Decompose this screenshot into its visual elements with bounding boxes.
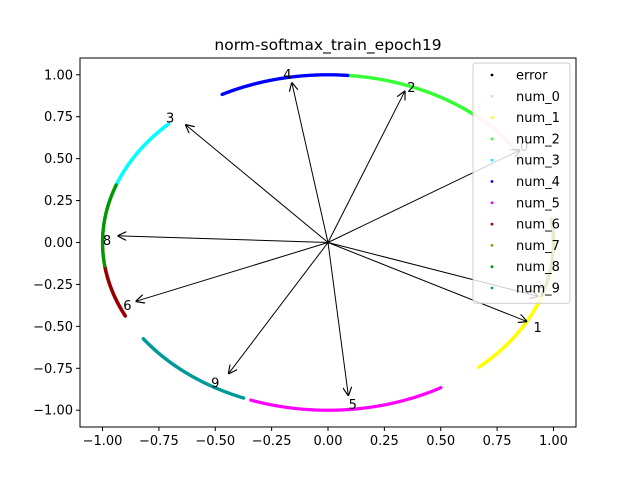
arrow-4 [292, 83, 329, 243]
arrow-label-3: 3 [166, 111, 174, 126]
x-axis: −1.00 −0.75 −0.50 −0.25 0.00 0.25 0.50 0.75 1.00 [83, 427, 568, 449]
legend-marker-num_5 [490, 201, 494, 205]
x-tick-label: −0.75 [139, 434, 179, 449]
series-num_8 [100, 183, 118, 268]
legend-marker-num_4 [490, 180, 494, 183]
series-num_3 [114, 122, 171, 187]
legend-marker-num_7 [490, 244, 494, 247]
arrow-8 [118, 236, 329, 243]
legend-label-num_6: num_6 [516, 218, 560, 233]
arrow-label-4: 4 [283, 68, 291, 83]
y-tick-label: 0.50 [44, 152, 73, 167]
arrow-label-1: 1 [534, 321, 542, 336]
y-tick-label: 0.00 [44, 236, 73, 251]
x-tick-label: −0.50 [195, 434, 235, 449]
point-num_5 [439, 386, 443, 390]
chart-title: norm-softmax_train_epoch19 [214, 36, 441, 55]
legend: error num_0 num_1 num_2 num_3 num_4 num_5 num_6… [472, 62, 571, 304]
arrow-9 [229, 242, 329, 374]
x-tick-label: −1.00 [83, 434, 123, 449]
legend-marker-num_3 [490, 158, 494, 162]
y-tick-label: −1.00 [33, 404, 73, 419]
x-tick-label: 0.50 [426, 434, 455, 449]
point-num_9 [241, 396, 246, 400]
legend-label-num_2: num_2 [516, 132, 560, 147]
y-tick-label: −0.75 [33, 362, 73, 377]
legend-marker-num_8 [490, 265, 494, 269]
y-tick-label: −0.50 [33, 320, 73, 335]
legend-label-num_1: num_1 [516, 111, 560, 126]
series-num_4 [220, 73, 350, 97]
point-num_8 [103, 264, 107, 268]
legend-marker-num_1 [490, 116, 494, 119]
legend-marker-num_2 [490, 137, 494, 141]
y-tick-label: 1.00 [44, 68, 73, 83]
y-tick-label: −0.25 [33, 278, 73, 293]
arrow-3 [186, 125, 329, 243]
y-tick-label: 0.25 [44, 194, 73, 209]
arrow-6 [136, 242, 329, 302]
legend-label-num_3: num_3 [516, 154, 560, 169]
legend-label-error: error [516, 69, 548, 84]
arrow-5 [327, 242, 348, 396]
x-tick-label: 0.75 [483, 434, 512, 449]
legend-label-num_5: num_5 [516, 196, 560, 211]
arrow-label-2: 2 [407, 81, 415, 96]
arrow-1 [327, 242, 526, 322]
x-tick-label: 0.25 [370, 434, 399, 449]
arrow-2 [327, 92, 405, 243]
arrow-label-5: 5 [349, 398, 357, 413]
legend-label-num_8: num_8 [516, 260, 560, 275]
arrows: 0123456789 [103, 68, 546, 413]
legend-label-num_4: num_4 [516, 175, 560, 190]
x-tick-label: 0.00 [314, 434, 343, 449]
x-tick-label: −0.25 [252, 434, 292, 449]
point-num_4 [220, 92, 224, 97]
arrow-label-8: 8 [103, 234, 111, 249]
legend-box [472, 62, 571, 304]
series-num_5 [249, 386, 443, 412]
series-num_9 [141, 337, 246, 400]
legend-marker-error [490, 73, 494, 77]
legend-marker-num_6 [490, 222, 494, 226]
x-tick-label: 1.00 [539, 434, 568, 449]
y-axis: 1.00 0.75 0.50 0.25 0.00 −0.25 −0.50 −0.75 −1.00 [33, 68, 80, 419]
legend-label-num_7: num_7 [516, 239, 560, 254]
legend-marker-num_0 [490, 94, 494, 98]
arrow-label-6: 6 [123, 299, 131, 314]
legend-label-num_0: num_0 [516, 90, 560, 105]
y-tick-label: 0.75 [44, 110, 73, 125]
series-num_2 [345, 73, 475, 116]
arrow-label-9: 9 [211, 376, 219, 391]
legend-label-num_9: num_9 [516, 282, 560, 297]
legend-marker-num_9 [490, 286, 494, 290]
